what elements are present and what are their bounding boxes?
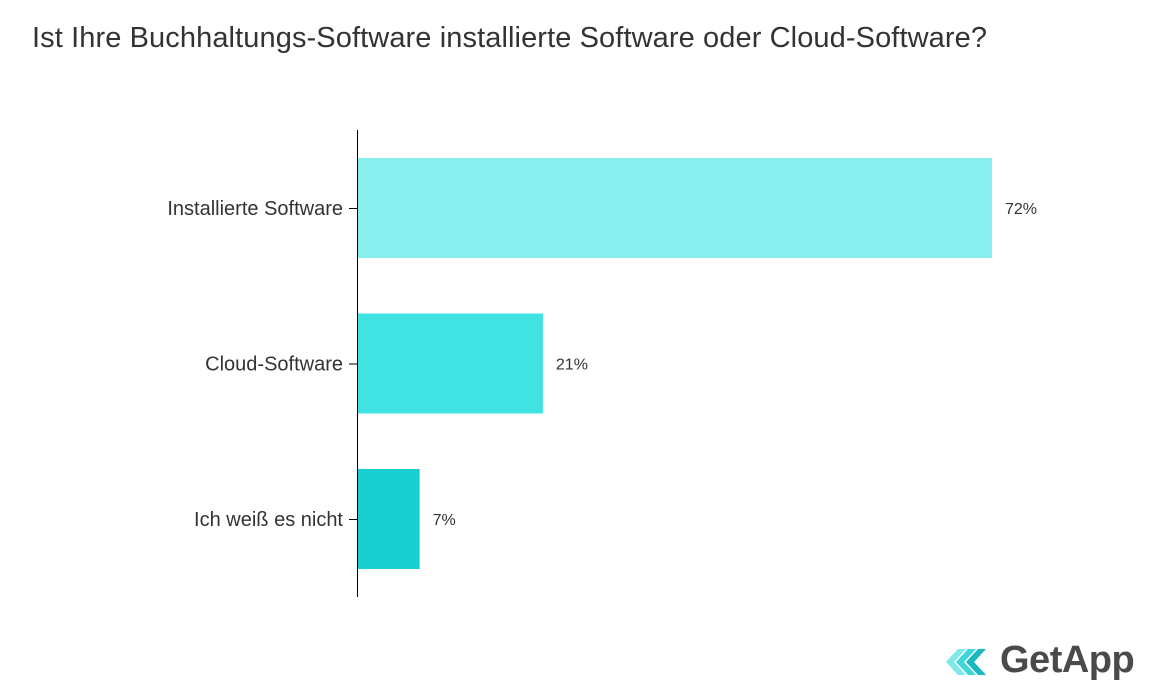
bar: [358, 469, 420, 569]
getapp-logo-icon: [946, 649, 986, 675]
bar-group: Ich weiß es nicht 7%: [194, 469, 456, 569]
bar-group: Installierte Software 72%: [167, 158, 1037, 258]
category-label: Installierte Software: [167, 198, 343, 220]
getapp-logo-wordmark: GetApp: [1000, 639, 1135, 681]
category-label: Ich weiß es nicht: [194, 509, 343, 531]
chart-title: Ist Ihre Buchhaltungs-Software installie…: [32, 22, 988, 54]
getapp-logo: GetApp: [944, 639, 1144, 684]
category-label: Cloud-Software: [205, 354, 343, 376]
bar: [358, 313, 543, 414]
bars-layer: Installierte Software 72% Cloud-Software 21…: [167, 158, 1037, 569]
bar-group: Cloud-Software 21%: [205, 313, 588, 414]
value-label: 21%: [556, 357, 588, 374]
value-label: 72%: [1005, 201, 1037, 218]
bar: [358, 158, 992, 258]
value-label: 7%: [433, 512, 456, 529]
